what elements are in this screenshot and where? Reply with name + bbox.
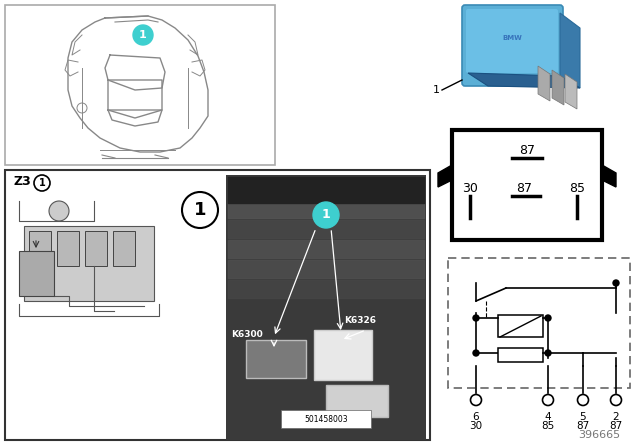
Polygon shape (565, 74, 577, 109)
Text: K6300: K6300 (231, 330, 263, 339)
Polygon shape (552, 70, 564, 105)
Text: 1: 1 (194, 201, 206, 219)
FancyBboxPatch shape (113, 231, 135, 266)
Text: 396665: 396665 (578, 430, 620, 440)
FancyBboxPatch shape (226, 175, 426, 440)
Circle shape (182, 192, 218, 228)
Text: 1: 1 (38, 178, 45, 188)
Text: 4: 4 (545, 412, 551, 422)
Circle shape (545, 350, 551, 356)
FancyBboxPatch shape (5, 5, 275, 165)
Polygon shape (602, 165, 616, 187)
Text: K6326: K6326 (344, 316, 376, 325)
Circle shape (473, 315, 479, 321)
FancyBboxPatch shape (452, 130, 602, 240)
Circle shape (49, 201, 69, 221)
Text: 6: 6 (473, 412, 479, 422)
Text: 87: 87 (577, 421, 589, 431)
Text: 85: 85 (541, 421, 555, 431)
FancyBboxPatch shape (85, 231, 107, 266)
Text: BMW: BMW (502, 35, 522, 41)
Polygon shape (560, 13, 580, 88)
Text: Z3: Z3 (14, 175, 32, 188)
FancyBboxPatch shape (498, 348, 543, 362)
Polygon shape (468, 73, 580, 88)
Text: 30: 30 (462, 181, 478, 194)
Polygon shape (538, 66, 550, 101)
Text: 1: 1 (322, 208, 330, 221)
FancyBboxPatch shape (24, 226, 154, 301)
Circle shape (577, 395, 589, 405)
Circle shape (545, 315, 551, 321)
Circle shape (34, 175, 50, 191)
Text: X6054: X6054 (328, 415, 360, 424)
FancyBboxPatch shape (246, 340, 306, 378)
Text: 30: 30 (469, 421, 483, 431)
FancyBboxPatch shape (5, 170, 430, 440)
Circle shape (473, 350, 479, 356)
FancyBboxPatch shape (19, 251, 54, 296)
Text: 5: 5 (580, 412, 586, 422)
Circle shape (543, 395, 554, 405)
FancyBboxPatch shape (314, 330, 372, 380)
Circle shape (613, 280, 619, 286)
Text: 1: 1 (433, 85, 440, 95)
Circle shape (133, 25, 153, 45)
Text: 87: 87 (516, 181, 532, 194)
Text: 85: 85 (569, 181, 585, 194)
Polygon shape (438, 165, 452, 187)
Text: 501458003: 501458003 (304, 414, 348, 423)
FancyBboxPatch shape (29, 231, 51, 266)
Circle shape (470, 395, 481, 405)
Text: 2: 2 (612, 412, 620, 422)
FancyBboxPatch shape (448, 258, 630, 388)
FancyBboxPatch shape (498, 315, 543, 337)
FancyBboxPatch shape (281, 410, 371, 428)
FancyBboxPatch shape (326, 385, 388, 417)
FancyBboxPatch shape (57, 231, 79, 266)
Text: 1: 1 (139, 30, 147, 40)
Text: 87: 87 (609, 421, 623, 431)
Circle shape (611, 395, 621, 405)
FancyBboxPatch shape (462, 5, 563, 86)
Circle shape (313, 202, 339, 228)
FancyBboxPatch shape (466, 9, 558, 73)
Text: 87: 87 (519, 143, 535, 156)
